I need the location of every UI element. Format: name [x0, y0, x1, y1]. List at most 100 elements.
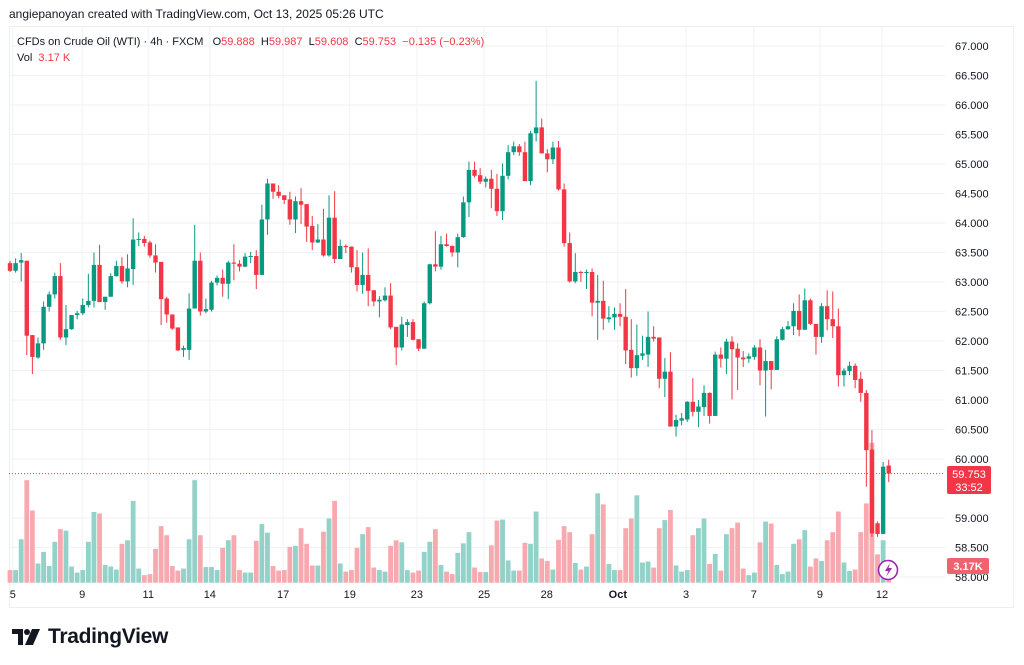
volume-bar — [651, 567, 657, 583]
candle-body — [522, 152, 528, 182]
volume-bar — [74, 572, 80, 583]
volume-badge: 3.17K — [947, 558, 989, 574]
candle-body — [489, 178, 494, 189]
candle-body — [461, 202, 466, 238]
volume-bar — [740, 568, 746, 583]
symbol-description: CFDs on Crude Oil (WTI) · 4h · FXCM — [17, 36, 204, 48]
volume-bar — [153, 548, 158, 583]
candle-body — [114, 266, 119, 277]
candle — [819, 303, 824, 343]
volume-bar — [169, 566, 175, 583]
candle-body — [500, 175, 505, 212]
tradingview-logo[interactable]: TradingView — [12, 625, 168, 649]
volume-bar — [393, 540, 399, 583]
candle-body — [629, 349, 634, 369]
candle — [270, 183, 276, 199]
volume-bar — [220, 547, 226, 583]
candle-body — [158, 261, 164, 300]
candle — [741, 351, 746, 367]
volume-bar — [746, 575, 752, 583]
candle-body — [371, 290, 377, 302]
volume-bar — [863, 503, 869, 583]
candle-body — [377, 299, 382, 302]
time-tick-label: 9 — [817, 589, 823, 601]
candle-body — [86, 300, 91, 306]
candle-body — [847, 365, 852, 372]
candle-body — [477, 175, 483, 182]
candle-body — [561, 189, 567, 244]
candle-body — [455, 237, 460, 253]
price-tick-label: 60.500 — [955, 425, 989, 437]
volume-bar — [656, 528, 662, 583]
candle — [757, 339, 763, 386]
candle-body — [785, 326, 791, 330]
candle-body — [645, 336, 651, 355]
candle — [785, 320, 791, 330]
volume-bar — [707, 564, 713, 583]
candle — [869, 430, 875, 537]
volume-bar — [841, 562, 847, 583]
candle — [623, 289, 628, 365]
volume-bar — [265, 532, 270, 583]
candle — [326, 195, 332, 257]
candle — [153, 244, 158, 273]
candle-body — [254, 256, 259, 275]
chart-credit: angiepanoyan created with TradingView.co… — [9, 7, 384, 21]
candle — [556, 140, 561, 191]
candle — [763, 349, 768, 417]
price-axis[interactable]: 67.000 66.500 66.000 65.500 65.000 64.500 64.0… — [955, 41, 989, 584]
candle-body — [589, 271, 595, 303]
candle — [366, 248, 371, 307]
price-tick-label: 62.000 — [955, 336, 989, 348]
volume-bar — [164, 535, 170, 583]
volume-bar — [29, 510, 35, 583]
candle-body — [119, 266, 125, 282]
volume-bar — [483, 572, 489, 583]
volume-bar — [438, 565, 444, 583]
candle — [405, 319, 410, 337]
candle — [662, 358, 668, 398]
volume-bar — [763, 521, 768, 583]
time-axis[interactable]: 5 9 11 14 17 19 23 25 28 Oct 3 7 9 12 — [10, 589, 888, 601]
candle — [91, 252, 97, 308]
candle-body — [567, 243, 572, 282]
candle-body — [282, 195, 287, 200]
high-value: 59.987 — [268, 36, 303, 48]
candle-body — [108, 276, 113, 297]
candle — [310, 215, 315, 251]
candle-body — [657, 337, 662, 379]
candle-body — [796, 310, 802, 330]
candle — [617, 303, 623, 327]
candle — [651, 326, 656, 342]
candle-body — [58, 276, 63, 338]
candle — [606, 306, 612, 323]
candle — [707, 392, 712, 424]
lightning-alert-icon[interactable] — [877, 559, 899, 581]
candle-body — [102, 296, 108, 303]
candle — [248, 251, 253, 264]
candle-body — [293, 201, 298, 220]
candle — [612, 307, 617, 330]
volume-bar — [875, 554, 880, 583]
volume-bar — [287, 546, 293, 583]
volume-bar — [645, 561, 651, 583]
candle — [852, 363, 858, 389]
candle-body — [349, 246, 354, 268]
candle — [494, 174, 500, 216]
volume-bar — [360, 534, 366, 583]
candle — [276, 185, 281, 199]
candle — [567, 232, 572, 283]
candle-body — [494, 188, 500, 212]
low-value: 59.608 — [314, 36, 349, 48]
candle-body — [41, 306, 46, 344]
candle — [293, 196, 298, 234]
chart-legend: CFDs on Crude Oil (WTI) · 4h · FXCM O59.… — [17, 34, 484, 66]
candle-body — [556, 147, 561, 190]
candle-body — [242, 256, 248, 267]
candle — [545, 149, 550, 173]
candle-body — [298, 201, 304, 205]
candle — [349, 246, 354, 273]
candle — [41, 301, 46, 350]
candle-body — [136, 238, 141, 240]
